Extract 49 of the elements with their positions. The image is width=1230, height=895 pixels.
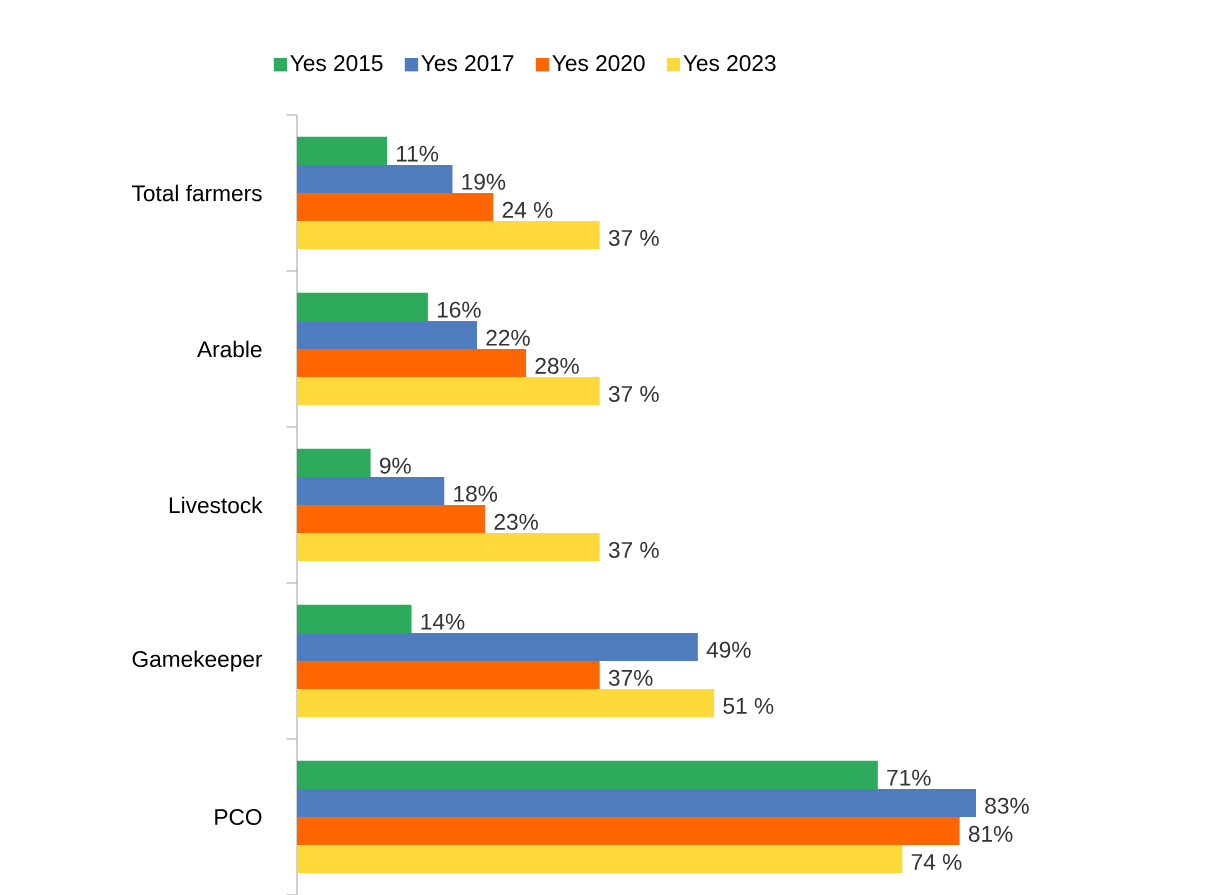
bar: [297, 292, 428, 321]
data-label: 19%: [462, 173, 506, 190]
data-label: 49%: [706, 641, 751, 658]
data-label: 37 %: [608, 541, 659, 558]
bar: [297, 760, 878, 789]
y-tick-label: Gamekeeper: [132, 650, 263, 672]
bar: [297, 632, 698, 662]
data-label: 83%: [985, 797, 1029, 814]
y-tick-label: Arable: [197, 340, 262, 358]
data-label: 37 %: [608, 385, 659, 402]
bar: [297, 193, 494, 222]
data-label: 24 %: [502, 201, 553, 218]
data-label: 74 %: [911, 854, 962, 870]
bar: [297, 505, 486, 534]
data-label: 28%: [535, 357, 579, 374]
legend-label: Yes 2017: [421, 55, 514, 72]
data-label: 71%: [887, 769, 931, 786]
y-tick-label: Total farmers: [132, 184, 262, 202]
data-label: 37 %: [608, 229, 659, 246]
legend-label: Yes 2015: [290, 55, 383, 72]
data-label: 11%: [396, 145, 439, 162]
bar: [297, 604, 412, 633]
bar: [297, 136, 387, 165]
bar: [297, 817, 960, 846]
data-label: 16%: [437, 301, 481, 318]
y-tick-label: Livestock: [169, 496, 263, 514]
bar: [297, 349, 527, 378]
data-label: 51 %: [723, 697, 774, 714]
bar: [297, 689, 715, 718]
data-label: 18%: [454, 485, 498, 502]
legend-label: Yes 2023: [683, 55, 776, 72]
data-label: 37%: [608, 669, 653, 686]
bar: [297, 533, 600, 562]
bar: [297, 788, 976, 818]
bar: [297, 845, 903, 874]
bar: [297, 661, 600, 690]
bar: [297, 448, 371, 477]
data-label: 14%: [421, 613, 465, 630]
legend-label: Yes 2020: [552, 55, 645, 72]
data-label: 23%: [494, 513, 538, 530]
data-label: 81%: [968, 825, 1013, 842]
bar: [297, 164, 453, 193]
data-label: 22%: [486, 329, 530, 346]
bar: [297, 377, 600, 406]
y-tick-label: PCO: [215, 808, 262, 826]
data-label: 9%: [379, 457, 411, 474]
bar: [297, 476, 445, 505]
bar: [297, 320, 477, 349]
bar: [297, 221, 600, 250]
